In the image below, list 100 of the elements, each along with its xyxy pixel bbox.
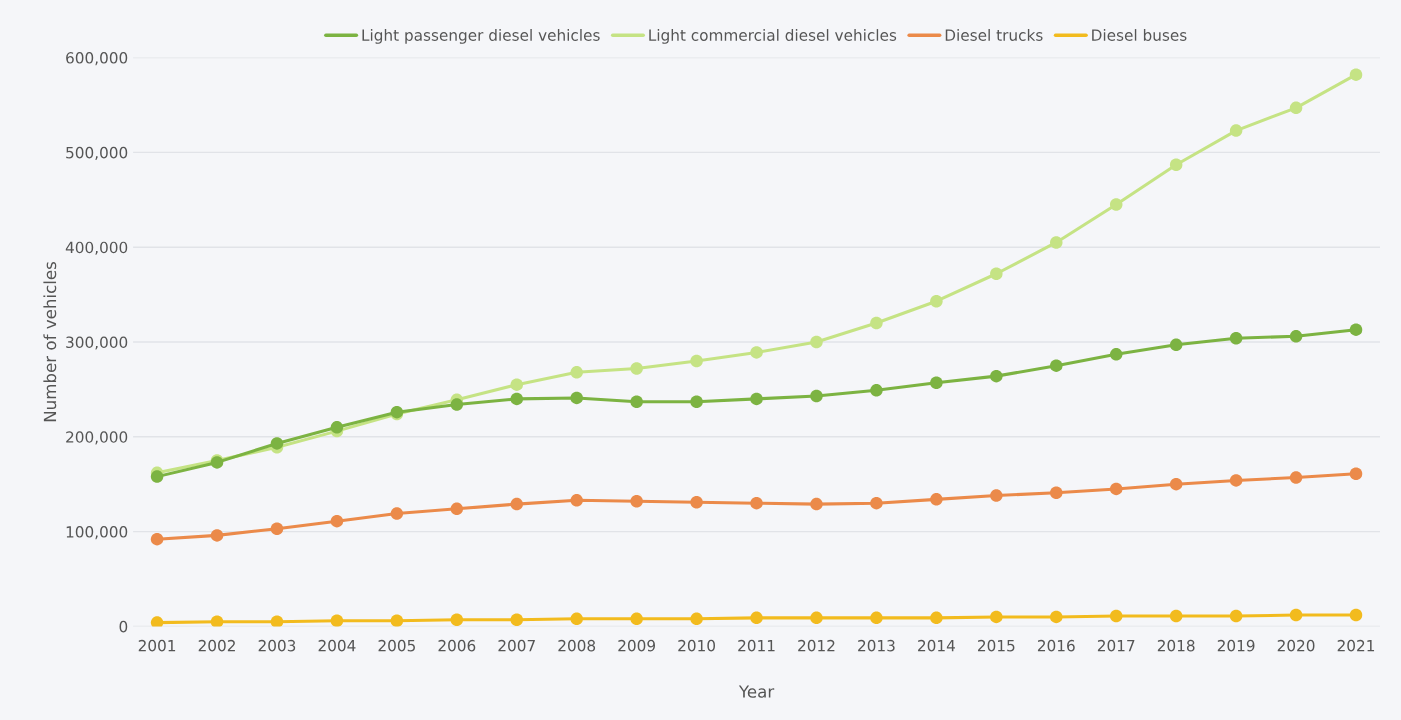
point	[450, 502, 464, 516]
point	[1050, 359, 1063, 372]
point	[510, 378, 523, 391]
x-tick-label: 2013	[858, 639, 895, 652]
point	[570, 366, 583, 379]
point	[750, 496, 763, 510]
x-tick-label: 2007	[498, 639, 535, 652]
point	[450, 613, 464, 627]
point	[990, 489, 1003, 502]
point	[570, 612, 583, 626]
point	[690, 395, 703, 408]
legend-label: Diesel buses	[1092, 29, 1187, 41]
point	[990, 369, 1003, 383]
point	[630, 612, 643, 626]
point	[510, 497, 523, 511]
point	[990, 610, 1003, 624]
y-tick-label: 0	[119, 620, 128, 633]
point	[1109, 198, 1123, 211]
y-tick-label: 200,000	[66, 431, 128, 445]
point	[1229, 331, 1243, 345]
x-tick-label: 2019	[1217, 639, 1255, 652]
point	[1169, 338, 1183, 352]
point	[1289, 608, 1303, 622]
point	[1349, 68, 1363, 81]
point	[870, 611, 883, 625]
point	[270, 437, 284, 450]
point	[570, 494, 583, 507]
point	[150, 532, 164, 546]
point	[690, 354, 703, 368]
point	[210, 615, 224, 627]
x-tick-label: 2009	[618, 639, 656, 652]
x-tick-label: 2005	[378, 639, 415, 652]
x-tick-label: 2002	[198, 639, 235, 652]
point	[990, 267, 1003, 280]
point	[930, 493, 943, 506]
point	[1109, 348, 1123, 361]
point	[1109, 609, 1123, 623]
point	[930, 294, 943, 308]
point	[150, 616, 164, 627]
y-tick-label: 500,000	[66, 146, 128, 160]
point	[1169, 477, 1183, 491]
point	[630, 362, 643, 375]
point	[690, 495, 703, 509]
point	[930, 376, 943, 390]
point	[270, 522, 284, 536]
point	[810, 389, 823, 403]
point	[1169, 158, 1183, 171]
x-tick-label: 2011	[738, 639, 775, 652]
point	[330, 614, 344, 627]
point	[1349, 323, 1363, 336]
point	[330, 421, 344, 434]
point	[870, 496, 883, 510]
point	[810, 497, 823, 511]
point	[1229, 124, 1243, 137]
legend-label: Light commercial diesel vehicles	[649, 29, 897, 44]
x-tick-label: 2018	[1157, 639, 1195, 652]
x-tick-label: 2016	[1037, 639, 1075, 652]
point	[870, 384, 883, 397]
point	[1229, 609, 1243, 623]
point	[450, 398, 464, 411]
y-axis-title: Number of vehicles	[43, 261, 57, 422]
x-tick-label: 2006	[438, 639, 476, 652]
point	[1289, 101, 1303, 115]
point	[1349, 467, 1363, 481]
x-tick-label: 2014	[918, 639, 955, 652]
y-tick-label: 300,000	[66, 336, 128, 350]
point	[1289, 330, 1303, 343]
point	[750, 346, 763, 359]
point	[930, 611, 943, 625]
point	[570, 391, 583, 405]
point	[270, 615, 284, 627]
x-tick-label: 2004	[318, 639, 356, 652]
point	[1289, 471, 1303, 484]
point	[690, 612, 703, 626]
point	[390, 507, 404, 520]
point	[390, 614, 404, 627]
point	[630, 495, 643, 508]
legend-label: Light passenger diesel vehicles	[362, 29, 600, 44]
point	[210, 529, 224, 542]
y-tick-label: 400,000	[65, 241, 128, 255]
point	[750, 392, 763, 406]
point	[510, 613, 523, 627]
x-tick-label: 2015	[978, 639, 1015, 652]
point	[1229, 474, 1243, 487]
point	[810, 611, 823, 625]
x-axis-title: Year	[738, 685, 775, 698]
y-tick-label: 600,000	[66, 52, 128, 66]
point	[1349, 608, 1363, 622]
point	[1050, 486, 1063, 499]
point	[150, 470, 164, 483]
y-tick-label: 100,000	[66, 526, 128, 540]
x-tick-label: 2021	[1337, 639, 1375, 652]
point	[810, 335, 823, 349]
x-tick-label: 2020	[1277, 639, 1315, 652]
legend-label: Diesel trucks	[945, 29, 1043, 41]
x-tick-label: 2001	[138, 639, 176, 652]
point	[1050, 236, 1063, 249]
x-tick-label: 2003	[258, 639, 296, 652]
point	[870, 316, 883, 330]
x-tick-label: 2010	[678, 639, 716, 652]
